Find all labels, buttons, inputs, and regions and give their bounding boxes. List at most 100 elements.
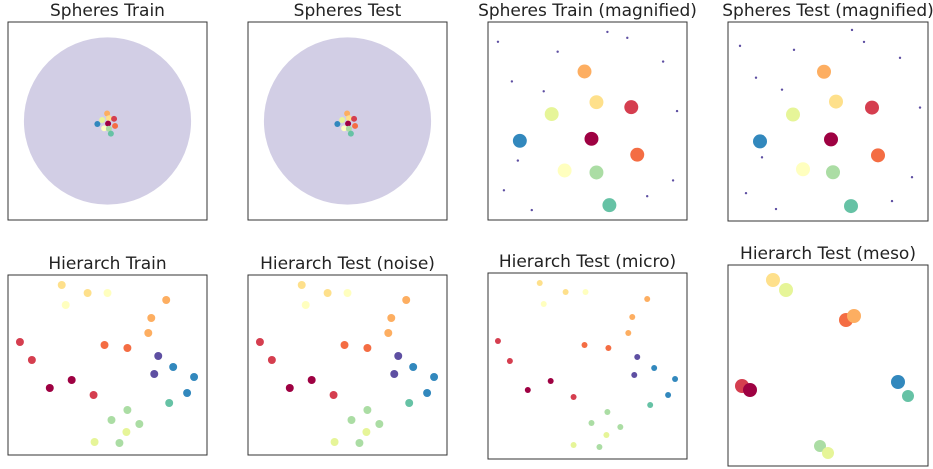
points <box>15 281 199 447</box>
point <box>865 100 879 115</box>
point <box>344 110 351 117</box>
point <box>671 179 675 182</box>
point <box>562 289 569 295</box>
point <box>629 314 636 320</box>
points <box>738 28 922 214</box>
point <box>910 176 914 179</box>
points <box>263 37 432 205</box>
point <box>103 289 112 297</box>
point <box>340 341 349 349</box>
point <box>570 442 577 448</box>
point <box>105 125 112 132</box>
point <box>743 383 757 397</box>
point <box>89 391 98 399</box>
point <box>375 420 384 428</box>
point <box>115 439 124 447</box>
point <box>675 109 679 113</box>
point <box>829 94 843 109</box>
point <box>850 28 854 32</box>
point <box>651 365 658 371</box>
point <box>345 120 352 127</box>
point <box>502 189 506 192</box>
point <box>83 289 92 297</box>
point <box>352 122 359 129</box>
point <box>387 314 396 322</box>
point <box>506 358 513 364</box>
points <box>255 281 439 447</box>
point <box>351 115 358 122</box>
point <box>123 344 132 352</box>
panel: Hierarch Test (meso) <box>727 244 929 467</box>
point <box>190 373 199 381</box>
panel: Hierarch Test (noise) <box>247 254 448 456</box>
frame <box>487 272 688 460</box>
points <box>496 30 679 213</box>
point <box>661 60 665 63</box>
panel: Hierarch Train <box>7 254 208 456</box>
point <box>588 420 595 426</box>
point <box>796 162 810 177</box>
point <box>307 376 316 384</box>
point <box>144 329 153 337</box>
point <box>847 309 861 323</box>
point <box>753 134 767 149</box>
panel: Spheres Train <box>7 1 208 221</box>
frame <box>247 274 448 456</box>
point <box>665 392 672 398</box>
point <box>301 301 310 309</box>
point <box>347 130 354 137</box>
frame <box>247 21 448 221</box>
point <box>57 281 66 289</box>
point <box>624 100 639 115</box>
point <box>165 399 174 407</box>
point <box>536 280 543 286</box>
point <box>844 199 858 214</box>
point <box>779 283 793 297</box>
point <box>754 76 758 79</box>
point <box>890 199 894 203</box>
point <box>540 301 547 307</box>
point <box>384 329 393 337</box>
point <box>581 342 588 348</box>
point <box>780 88 784 91</box>
point <box>646 195 649 198</box>
point <box>183 389 192 397</box>
point <box>423 389 432 397</box>
point <box>738 44 742 48</box>
point <box>107 416 116 424</box>
frame <box>727 21 929 222</box>
point <box>15 338 24 346</box>
point <box>603 432 610 438</box>
point <box>341 125 348 132</box>
point <box>596 444 603 450</box>
point <box>898 56 902 60</box>
point <box>402 296 411 304</box>
point <box>766 273 780 287</box>
point <box>817 64 831 79</box>
point <box>512 133 527 148</box>
point <box>99 117 106 123</box>
point <box>135 420 144 428</box>
point <box>547 378 554 384</box>
points <box>735 273 914 459</box>
point <box>604 409 611 415</box>
point <box>345 125 352 132</box>
point <box>625 330 632 336</box>
point <box>617 424 624 430</box>
point <box>45 384 54 392</box>
point <box>150 370 159 378</box>
point <box>605 345 612 351</box>
point <box>542 90 545 93</box>
point <box>107 130 114 137</box>
panel-title: Hierarch Test (noise) <box>260 254 435 274</box>
point <box>147 314 156 322</box>
point <box>67 376 76 384</box>
point <box>644 296 651 302</box>
point <box>634 354 641 360</box>
point <box>774 207 778 211</box>
point <box>760 156 764 159</box>
point <box>626 36 629 40</box>
point <box>826 165 840 180</box>
point <box>918 106 922 109</box>
point <box>430 373 439 381</box>
